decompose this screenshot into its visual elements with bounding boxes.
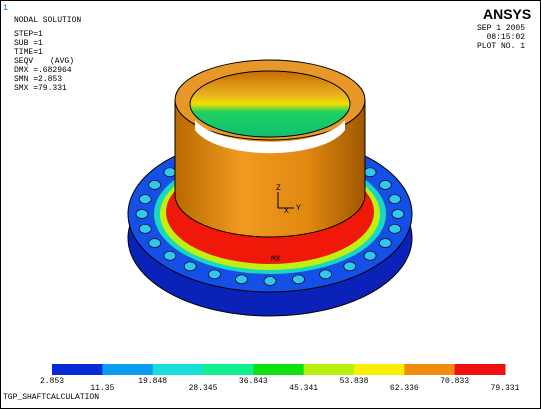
legend: 2.853 11.35 19.848 28.345 36.843 45.341 53.838… xyxy=(40,364,520,393)
stat: DMX =.682964 xyxy=(14,66,72,75)
stat: SMX =79.331 xyxy=(14,84,67,93)
quantity: SEQV xyxy=(14,57,33,66)
bolt-hole xyxy=(263,276,277,286)
time: 08:15:02 xyxy=(487,33,526,42)
stat: SMN =2.853 xyxy=(14,75,62,84)
legend-label: 19.848 xyxy=(138,377,167,386)
legend-label: 11.35 xyxy=(90,384,114,393)
bolt-hole xyxy=(391,209,405,219)
bolt-hole xyxy=(363,167,377,178)
bore xyxy=(195,120,345,154)
bolt-hole xyxy=(378,238,392,248)
legend-label: 62.336 xyxy=(390,384,419,393)
date: SEP 1 2005 xyxy=(477,24,525,33)
bolt-hole xyxy=(163,250,177,261)
legend-swatch xyxy=(152,364,204,375)
bolt-hole xyxy=(208,269,221,280)
bolt-hole xyxy=(363,250,377,261)
model: Z Y X MX xyxy=(127,59,413,317)
bolt-hole xyxy=(163,167,177,178)
triad-label: Y xyxy=(296,204,301,213)
window-number: 1 xyxy=(3,4,8,13)
legend-swatch xyxy=(102,364,154,375)
legend-swatch xyxy=(404,364,456,375)
legend-swatch xyxy=(52,364,103,375)
legend-swatch xyxy=(354,364,405,375)
bolt-hole xyxy=(343,261,357,272)
legend-label: 79.331 xyxy=(491,384,520,393)
bolt-hole xyxy=(292,274,305,285)
bolt-hole xyxy=(138,194,152,204)
info-line: SUB =1 xyxy=(14,39,43,48)
triad-label: X xyxy=(284,207,289,216)
logo: ANSYS xyxy=(483,6,531,22)
bolt-hole xyxy=(388,224,402,234)
legend-swatch xyxy=(454,364,506,375)
plot-number: PLOT NO. 1 xyxy=(477,42,525,51)
legend-swatch xyxy=(253,364,305,375)
legend-label: 53.838 xyxy=(340,377,369,386)
bolt-hole xyxy=(135,209,149,219)
plot-title: NODAL SOLUTION xyxy=(14,16,81,25)
bolt-hole xyxy=(319,269,332,280)
legend-label: 28.345 xyxy=(189,384,218,393)
averaging: (AVG) xyxy=(50,57,74,66)
bolt-hole xyxy=(235,274,248,285)
legend-label: 45.341 xyxy=(289,384,318,393)
bolt-hole xyxy=(148,180,162,190)
triad-label: Z xyxy=(276,184,281,193)
legend-swatch xyxy=(203,364,254,375)
legend-label: 2.853 xyxy=(40,377,64,386)
bolt-hole xyxy=(148,238,162,248)
bolt-hole xyxy=(138,224,152,234)
legend-label: 36.843 xyxy=(239,377,268,386)
bolt-hole xyxy=(378,180,392,190)
info-line: TIME=1 xyxy=(14,48,43,57)
info-line: STEP=1 xyxy=(14,30,43,39)
cylinder-inner xyxy=(189,70,351,138)
max-marker: MX xyxy=(271,255,281,264)
footer: TGP_SHAFTCALCULATION xyxy=(3,393,99,402)
legend-swatch xyxy=(303,364,355,375)
legend-label: 70.833 xyxy=(440,377,469,386)
bolt-hole xyxy=(183,261,197,272)
bolt-hole xyxy=(388,194,402,204)
